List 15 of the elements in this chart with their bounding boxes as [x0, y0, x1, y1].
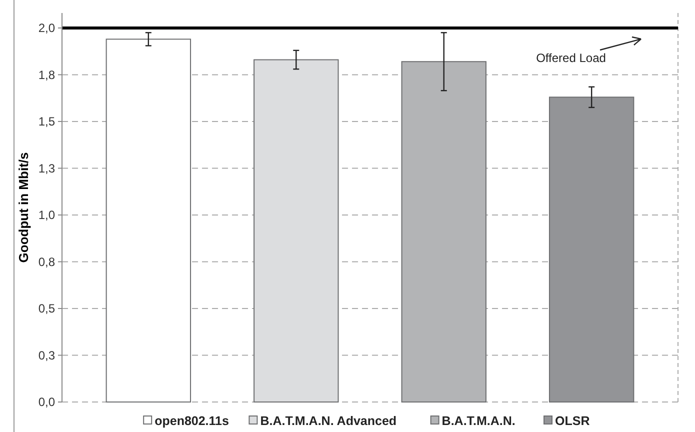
y-tick-label: 0,5: [38, 302, 56, 316]
y-tick-label: 1,0: [38, 208, 56, 222]
legend-label: OLSR: [555, 414, 590, 428]
legend-label: B.A.T.M.A.N.: [442, 414, 516, 428]
ref-line-label: Offered Load: [536, 51, 606, 65]
legend-label: open802.11s: [154, 414, 229, 428]
y-tick-label: 1,8: [38, 68, 56, 82]
y-tick-label: 2,0: [38, 21, 56, 36]
y-tick-label: 1,3: [38, 161, 56, 176]
y-axis-title: Goodput in Mbit/s: [16, 152, 31, 263]
y-tick-label: 0,3: [38, 348, 56, 362]
y-tick-label: 0,8: [38, 254, 56, 269]
legend-label: B.A.T.M.A.N. Advanced: [260, 414, 397, 428]
y-tick-label: 1,5: [38, 114, 56, 129]
y-tick-label: 0,0: [38, 395, 56, 410]
